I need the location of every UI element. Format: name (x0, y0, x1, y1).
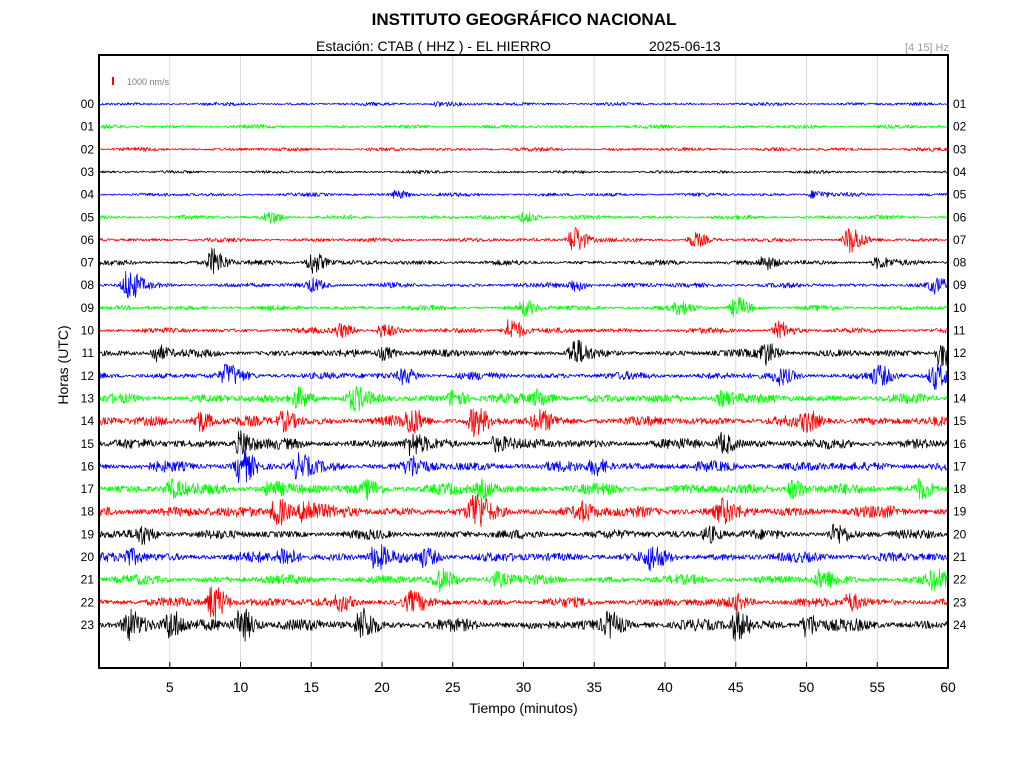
x-tick-label: 15 (303, 679, 319, 695)
x-tick-label: 35 (586, 679, 602, 695)
hour-label-right: 24 (953, 618, 967, 632)
trace-hour-02 (98, 146, 949, 152)
trace-hour-01 (98, 124, 949, 130)
hour-label-left: 14 (81, 414, 95, 428)
trace-hour-10 (98, 319, 949, 339)
hour-label-right: 21 (953, 550, 967, 564)
hour-label-left: 18 (81, 505, 95, 519)
trace-hour-13 (98, 386, 949, 413)
x-tick-label: 40 (657, 679, 673, 695)
hour-label-right: 07 (953, 233, 967, 247)
x-tick-label: 55 (869, 679, 885, 695)
trace-hour-04 (98, 189, 949, 200)
hour-label-right: 16 (953, 437, 967, 451)
hour-label-left: 04 (81, 188, 95, 202)
hour-label-left: 09 (81, 301, 95, 315)
trace-hour-03 (98, 169, 949, 175)
hour-label-left: 21 (81, 573, 95, 587)
hour-label-left: 01 (81, 120, 95, 134)
trace-hour-15 (98, 430, 949, 457)
hour-label-right: 14 (953, 391, 967, 405)
x-tick-label: 25 (445, 679, 461, 695)
scale-legend: 1000 nm/s (112, 77, 170, 87)
trace-hour-08 (98, 270, 949, 299)
hour-label-left: 12 (81, 369, 95, 383)
hour-label-left: 10 (81, 324, 95, 338)
hour-label-right: 11 (953, 324, 966, 338)
plot-frame (98, 54, 949, 669)
hour-label-right: 12 (953, 346, 967, 360)
hour-label-left: 11 (82, 346, 95, 360)
hour-label-left: 13 (81, 391, 95, 405)
hour-label-right: 15 (953, 414, 967, 428)
hour-label-right: 05 (953, 188, 967, 202)
x-tick-label: 60 (940, 679, 956, 695)
hour-label-right: 17 (953, 459, 967, 473)
x-tick-label: 45 (728, 679, 744, 695)
hour-label-left: 06 (81, 233, 95, 247)
trace-hour-05 (98, 211, 949, 224)
hour-label-left: 16 (81, 459, 95, 473)
frequency-band-label: [4 15] Hz (904, 42, 949, 54)
chart-title: INSTITUTO GEOGRÁFICO NACIONAL (371, 10, 677, 29)
trace-hour-06 (98, 227, 949, 253)
hour-label-right: 10 (953, 301, 967, 315)
x-tick-label: 50 (799, 679, 815, 695)
hour-label-left: 00 (81, 97, 95, 111)
trace-hour-07 (98, 247, 949, 275)
x-tick-label: 30 (516, 679, 532, 695)
trace-hour-11 (98, 339, 949, 367)
hour-label-right: 06 (953, 210, 967, 224)
trace-hour-23 (98, 607, 949, 642)
x-tick-label: 5 (166, 679, 174, 695)
x-tick-label: 10 (233, 679, 249, 695)
hour-label-right: 03 (953, 142, 967, 156)
x-tick-label: 20 (374, 679, 390, 695)
hour-label-left: 02 (81, 142, 95, 156)
hour-label-left: 03 (81, 165, 95, 179)
hour-label-right: 09 (953, 278, 967, 292)
hour-label-left: 08 (81, 278, 95, 292)
hour-label-right: 01 (953, 97, 967, 111)
trace-hour-20 (98, 544, 949, 572)
date-label: 2025-06-13 (649, 38, 721, 54)
trace-hour-14 (98, 408, 949, 438)
hour-label-right: 04 (953, 165, 967, 179)
trace-hour-12 (98, 363, 949, 390)
scale-label: 1000 nm/s (127, 77, 170, 87)
trace-hour-21 (98, 567, 949, 593)
right-hour-labels: 01 02 03 04 05 06 07 08 09 10 11 12 13 14 15 16 17 18 19 20… (953, 97, 967, 632)
hour-label-right: 02 (953, 120, 967, 134)
x-axis-label: Tiempo (minutos) (469, 700, 578, 716)
trace-hour-19 (98, 523, 949, 545)
trace-hour-17 (98, 477, 949, 501)
hour-label-right: 23 (953, 595, 967, 609)
hour-label-left: 15 (81, 437, 95, 451)
hour-label-right: 20 (953, 527, 967, 541)
grid-lines (169, 55, 949, 668)
left-hour-labels: 00 01 02 03 04 05 06 07 08 09 10 11 12 13 14 15 16 17 18 19… (81, 97, 95, 632)
hour-label-left: 20 (81, 550, 95, 564)
hour-label-left: 23 (81, 618, 95, 632)
trace-hour-22 (98, 586, 949, 621)
hour-label-right: 13 (953, 369, 967, 383)
hour-label-left: 17 (81, 482, 95, 496)
hour-label-right: 08 (953, 256, 967, 270)
trace-hour-16 (98, 448, 948, 483)
hour-label-left: 19 (81, 527, 95, 541)
trace-hour-18 (98, 494, 949, 528)
trace-hour-00 (98, 101, 948, 108)
hour-label-left: 05 (81, 210, 95, 224)
x-tick-labels: 5 10 15 20 25 30 35 40 45 50 55 60 (166, 679, 956, 695)
hour-label-right: 18 (953, 482, 967, 496)
hour-label-right: 22 (953, 573, 967, 587)
hour-label-left: 22 (81, 595, 95, 609)
station-label: Estación: CTAB ( HHZ ) - EL HIERRO (316, 38, 551, 54)
trace-hour-09 (98, 296, 949, 318)
traces (98, 101, 949, 642)
hour-label-left: 07 (81, 256, 95, 270)
scale-bar (112, 77, 114, 85)
hour-label-right: 19 (953, 505, 967, 519)
